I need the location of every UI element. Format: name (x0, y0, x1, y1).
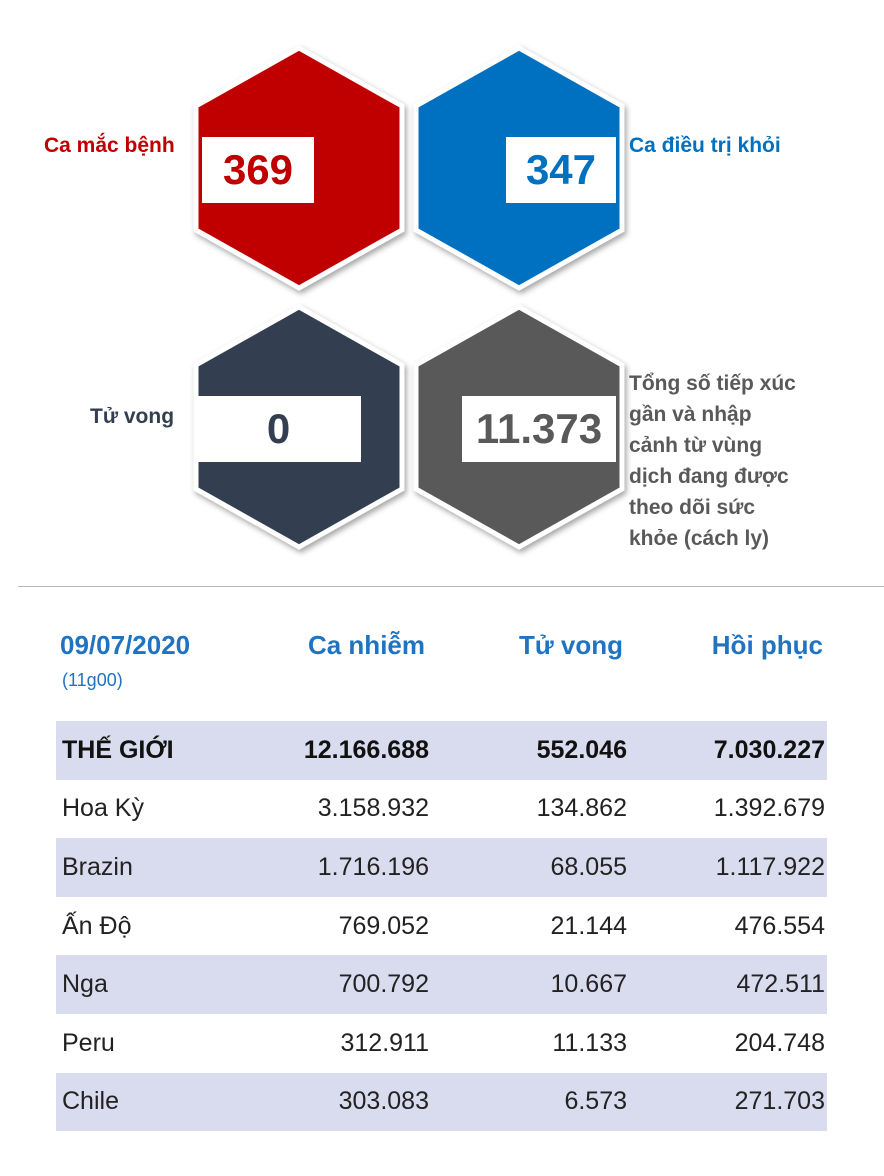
row-recovered: 1.117.922 (715, 852, 825, 881)
header-cases: Ca nhiễm (307, 630, 425, 660)
cases-value: 369 (202, 137, 314, 203)
row-cases: 312.911 (340, 1028, 429, 1057)
recovered-label: Ca điều trị khỏi (629, 134, 781, 157)
row-cases: 700.792 (338, 970, 429, 999)
deaths-value: 0 (196, 396, 361, 462)
monitored-label-line: gần và nhập (629, 403, 752, 426)
row-cases: 3.158.932 (317, 794, 429, 823)
row-name: Ấn Độ (62, 911, 132, 940)
row-recovered: 7.030.227 (713, 735, 825, 764)
row-name: THẾ GIỚI (62, 735, 174, 764)
row-deaths: 68.055 (550, 852, 627, 881)
row-name: Peru (62, 1028, 115, 1057)
monitored-label-line: dịch đang được (629, 465, 789, 488)
recovered-value: 347 (506, 137, 616, 203)
table-row: Peru 312.911 11.133 204.748 (56, 1014, 827, 1073)
row-deaths: 6.573 (564, 1087, 627, 1116)
monitored-label-line: theo dõi sức (629, 496, 756, 519)
monitored-value: 11.373 (462, 396, 616, 462)
row-cases: 12.166.688 (303, 735, 429, 764)
cases-label: Ca mắc bệnh (44, 134, 175, 157)
section-divider (18, 586, 884, 587)
row-cases: 1.716.196 (317, 852, 429, 881)
table-time: (11g00) (62, 670, 123, 690)
monitored-label-line: cảnh từ vùng (629, 434, 763, 457)
row-cases: 769.052 (338, 911, 429, 940)
monitored-label-line: khỏe (cách ly) (629, 527, 770, 550)
table-row: Hoa Kỳ 3.158.932 134.862 1.392.679 (56, 780, 827, 839)
row-deaths: 134.862 (536, 794, 627, 823)
table-row: Ấn Độ 769.052 21.144 476.554 (56, 897, 827, 956)
row-deaths: 11.133 (552, 1028, 627, 1057)
monitored-label: Tổng số tiếp xúc gần và nhập cảnh từ vùn… (629, 368, 796, 554)
monitored-label-line: Tổng số tiếp xúc (629, 372, 796, 395)
table-row: Chile 303.083 6.573 271.703 (56, 1072, 827, 1132)
row-name: Nga (62, 970, 108, 999)
table-row: Brazin 1.716.196 68.055 1.117.922 (56, 838, 827, 897)
row-name: Brazin (62, 852, 133, 881)
header-recovered: Hồi phục (711, 630, 823, 660)
row-recovered: 271.703 (734, 1087, 825, 1116)
row-deaths: 10.667 (550, 970, 627, 999)
row-recovered: 1.392.679 (713, 794, 825, 823)
row-deaths: 552.046 (536, 735, 627, 764)
table-row: Nga 700.792 10.667 472.511 (56, 955, 827, 1014)
row-name: Hoa Kỳ (62, 794, 144, 823)
row-cases: 303.083 (338, 1087, 429, 1116)
row-recovered: 204.748 (734, 1028, 825, 1057)
header-deaths: Tử vong (518, 630, 623, 660)
stats-table: THẾ GIỚI 12.166.688 552.046 7.030.227 Ho… (56, 721, 827, 1132)
table-row-world: THẾ GIỚI 12.166.688 552.046 7.030.227 (56, 721, 827, 780)
deaths-label: Tử vong (90, 405, 175, 428)
row-name: Chile (62, 1087, 119, 1116)
row-recovered: 472.511 (736, 970, 825, 999)
table-date: 09/07/2020 (60, 630, 191, 660)
row-deaths: 21.144 (550, 911, 627, 940)
row-recovered: 476.554 (734, 911, 825, 940)
